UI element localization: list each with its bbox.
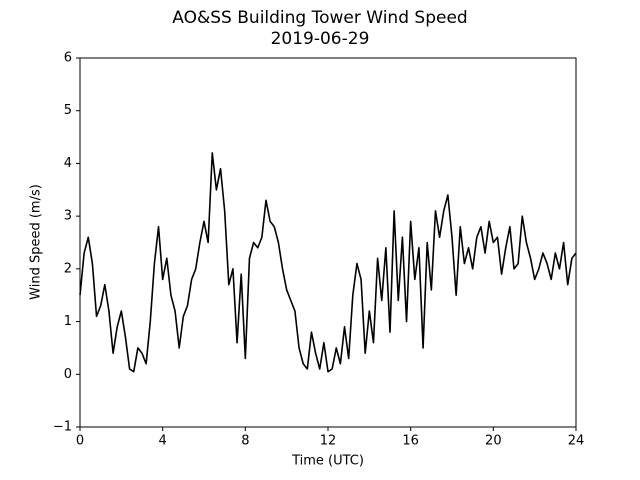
y-tick-label: 5 — [64, 103, 72, 118]
y-tick-label: −1 — [53, 420, 72, 435]
x-tick-label: 24 — [568, 434, 585, 449]
y-tick-label: 0 — [64, 367, 72, 382]
x-tick-label: 12 — [320, 434, 337, 449]
x-tick-label: 20 — [485, 434, 502, 449]
x-tick-label: 0 — [76, 434, 84, 449]
plot-frame — [79, 57, 577, 428]
line-series — [79, 152, 577, 373]
y-tick-label: 2 — [64, 261, 72, 276]
y-tick-label: 3 — [64, 209, 72, 224]
chart-title: AO&SS Building Tower Wind Speed — [172, 8, 467, 28]
x-axis-label: Time (UTC) — [291, 454, 364, 469]
chart-subtitle: 2019-06-29 — [271, 29, 370, 49]
x-tick-label: 4 — [159, 434, 167, 449]
y-tick-label: 6 — [64, 51, 72, 66]
y-tick-label: 1 — [64, 314, 72, 329]
y-tick-label: 4 — [64, 156, 72, 171]
x-tick-label: 16 — [402, 434, 419, 449]
y-axis-label: Wind Speed (m/s) — [29, 184, 44, 300]
x-tick-label: 8 — [241, 434, 249, 449]
